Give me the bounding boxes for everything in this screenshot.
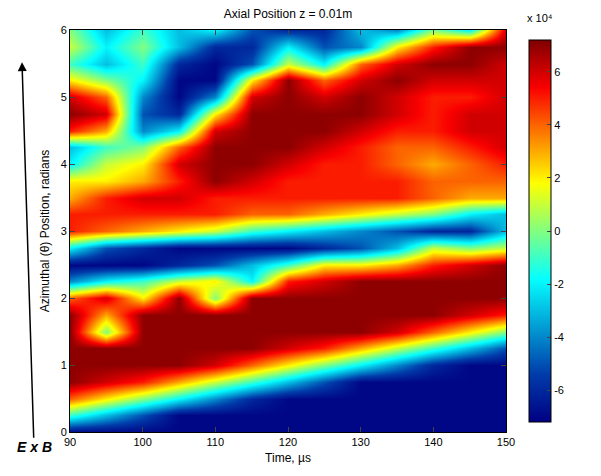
svg-text:110: 110 bbox=[207, 436, 225, 448]
svg-text:0: 0 bbox=[554, 225, 560, 237]
svg-text:2: 2 bbox=[61, 292, 67, 304]
svg-text:130: 130 bbox=[351, 436, 369, 448]
svg-text:120: 120 bbox=[279, 436, 297, 448]
svg-text:4: 4 bbox=[61, 158, 67, 170]
svg-text:E x B: E x B bbox=[17, 439, 52, 455]
svg-text:100: 100 bbox=[133, 436, 151, 448]
svg-text:140: 140 bbox=[424, 436, 442, 448]
svg-text:90: 90 bbox=[64, 436, 76, 448]
svg-text:-6: -6 bbox=[554, 384, 564, 396]
svg-text:x 10⁴: x 10⁴ bbox=[527, 12, 553, 24]
svg-text:150: 150 bbox=[497, 436, 515, 448]
svg-text:3: 3 bbox=[61, 225, 67, 237]
svg-text:-2: -2 bbox=[554, 278, 564, 290]
svg-text:6: 6 bbox=[554, 66, 560, 78]
svg-text:-4: -4 bbox=[554, 331, 564, 343]
svg-text:2: 2 bbox=[554, 172, 560, 184]
svg-text:5: 5 bbox=[61, 91, 67, 103]
svg-text:6: 6 bbox=[61, 24, 67, 36]
svg-text:0: 0 bbox=[61, 426, 67, 438]
svg-text:Axial Position z = 0.01m: Axial Position z = 0.01m bbox=[224, 7, 352, 21]
svg-text:Time, µs: Time, µs bbox=[265, 451, 311, 465]
svg-text:4: 4 bbox=[554, 119, 560, 131]
svg-text:1: 1 bbox=[61, 359, 67, 371]
svg-text:Azimuthal (θ) Position, radian: Azimuthal (θ) Position, radians bbox=[38, 150, 52, 313]
